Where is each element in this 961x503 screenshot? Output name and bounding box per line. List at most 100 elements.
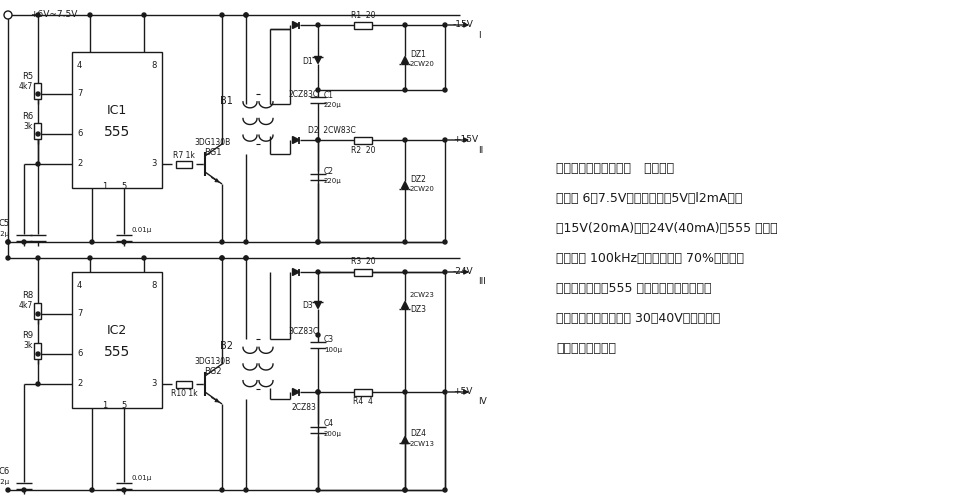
- Circle shape: [36, 256, 40, 260]
- Circle shape: [22, 488, 26, 492]
- Bar: [35, 123, 41, 139]
- Text: 器次级产生感应电动势 30～40V，经整流、: 器次级产生感应电动势 30～40V，经整流、: [555, 311, 720, 324]
- Text: 8: 8: [152, 281, 157, 290]
- Text: 2CZ83C: 2CZ83C: [288, 90, 319, 99]
- Circle shape: [442, 390, 447, 394]
- Circle shape: [6, 488, 10, 492]
- Circle shape: [315, 23, 320, 27]
- Text: 频率约为 100kHz，占空比约为 70%。利用三: 频率约为 100kHz，占空比约为 70%。利用三: [555, 252, 743, 265]
- Circle shape: [403, 488, 407, 492]
- Text: R2  20: R2 20: [351, 145, 375, 154]
- Text: 5: 5: [122, 401, 127, 410]
- Circle shape: [87, 13, 92, 17]
- Circle shape: [315, 138, 320, 142]
- Text: 0.01μ: 0.01μ: [132, 227, 152, 233]
- Circle shape: [244, 488, 248, 492]
- Text: B2: B2: [220, 341, 233, 351]
- Circle shape: [315, 240, 320, 244]
- Text: 直流变换四种升压电源   此电路输: 直流变换四种升压电源 此电路输: [555, 161, 674, 175]
- Text: 100μ: 100μ: [324, 347, 342, 353]
- Text: 2CW20: 2CW20: [409, 61, 434, 67]
- Text: 2CZ83: 2CZ83: [291, 402, 316, 411]
- Text: 3k: 3k: [24, 342, 33, 351]
- Circle shape: [87, 256, 92, 260]
- Circle shape: [220, 13, 224, 17]
- Bar: [72, 52, 161, 188]
- Text: 4: 4: [77, 281, 82, 290]
- Circle shape: [403, 488, 407, 492]
- Text: 3: 3: [152, 378, 157, 387]
- Circle shape: [442, 23, 447, 27]
- Circle shape: [142, 256, 146, 260]
- Circle shape: [244, 240, 248, 244]
- Polygon shape: [401, 301, 408, 308]
- Text: R8: R8: [22, 292, 33, 300]
- Polygon shape: [292, 22, 299, 29]
- Circle shape: [90, 240, 94, 244]
- Text: DZ2: DZ2: [409, 175, 426, 184]
- Circle shape: [6, 240, 10, 244]
- Circle shape: [315, 88, 320, 92]
- Circle shape: [220, 256, 224, 260]
- Text: C3: C3: [324, 336, 333, 345]
- Text: 5: 5: [122, 182, 127, 191]
- Text: 0.01μ: 0.01μ: [132, 475, 152, 481]
- Polygon shape: [401, 182, 408, 189]
- Text: C5: C5: [0, 219, 10, 228]
- Text: 220μ: 220μ: [324, 102, 341, 108]
- Text: D2  2CW83C: D2 2CW83C: [308, 126, 356, 134]
- Text: 1: 1: [102, 182, 107, 191]
- Text: 2CW23: 2CW23: [409, 292, 434, 298]
- Text: 4: 4: [77, 60, 82, 69]
- Text: 3k: 3k: [24, 122, 33, 130]
- Text: R1  20: R1 20: [351, 11, 375, 20]
- Circle shape: [22, 240, 26, 244]
- Text: 滤波、稳压输出。: 滤波、稳压输出。: [555, 342, 615, 355]
- Text: 4k7: 4k7: [18, 301, 33, 310]
- Bar: [354, 136, 372, 143]
- Text: 3DG130B: 3DG130B: [195, 137, 231, 146]
- Bar: [354, 269, 372, 276]
- Text: 200μ: 200μ: [324, 431, 341, 437]
- Text: C4: C4: [324, 420, 333, 429]
- Circle shape: [315, 270, 320, 274]
- Text: 555: 555: [104, 125, 130, 139]
- Text: 3DG130B: 3DG130B: [195, 358, 231, 367]
- Circle shape: [220, 256, 224, 260]
- Text: DZ4: DZ4: [409, 430, 426, 439]
- Circle shape: [315, 390, 320, 394]
- Text: 0.02μ: 0.02μ: [0, 479, 10, 485]
- Circle shape: [90, 488, 94, 492]
- Text: BG2: BG2: [204, 368, 222, 377]
- Bar: [176, 380, 192, 387]
- Circle shape: [244, 13, 248, 17]
- Text: 3CZ83C: 3CZ83C: [288, 326, 319, 336]
- Text: B1: B1: [220, 96, 233, 106]
- Circle shape: [315, 138, 320, 142]
- Circle shape: [36, 162, 40, 166]
- Text: 2CW13: 2CW13: [409, 441, 434, 447]
- Text: II: II: [478, 145, 482, 154]
- Circle shape: [36, 352, 40, 356]
- Circle shape: [220, 240, 224, 244]
- Bar: [35, 83, 41, 99]
- Bar: [354, 388, 372, 395]
- Text: 1: 1: [102, 401, 107, 410]
- Polygon shape: [292, 269, 299, 276]
- Text: 6: 6: [77, 349, 83, 358]
- Bar: [35, 343, 41, 359]
- Text: 0.02μ: 0.02μ: [0, 231, 10, 237]
- Circle shape: [442, 138, 447, 142]
- Circle shape: [36, 13, 40, 17]
- Text: 7: 7: [77, 308, 83, 317]
- Circle shape: [442, 88, 447, 92]
- Text: 入电压 6～7.5V，可变换为＋5V（l2mA）、: 入电压 6～7.5V，可变换为＋5V（l2mA）、: [555, 192, 742, 205]
- Text: +5V: +5V: [453, 386, 472, 395]
- Polygon shape: [292, 136, 299, 143]
- Text: 极管截止期间（555 输出低电平），在变压: 极管截止期间（555 输出低电平），在变压: [555, 282, 711, 294]
- Circle shape: [403, 23, 407, 27]
- Text: C2: C2: [324, 166, 333, 176]
- Text: 2CW20: 2CW20: [409, 186, 434, 192]
- Circle shape: [142, 13, 146, 17]
- Circle shape: [403, 390, 407, 394]
